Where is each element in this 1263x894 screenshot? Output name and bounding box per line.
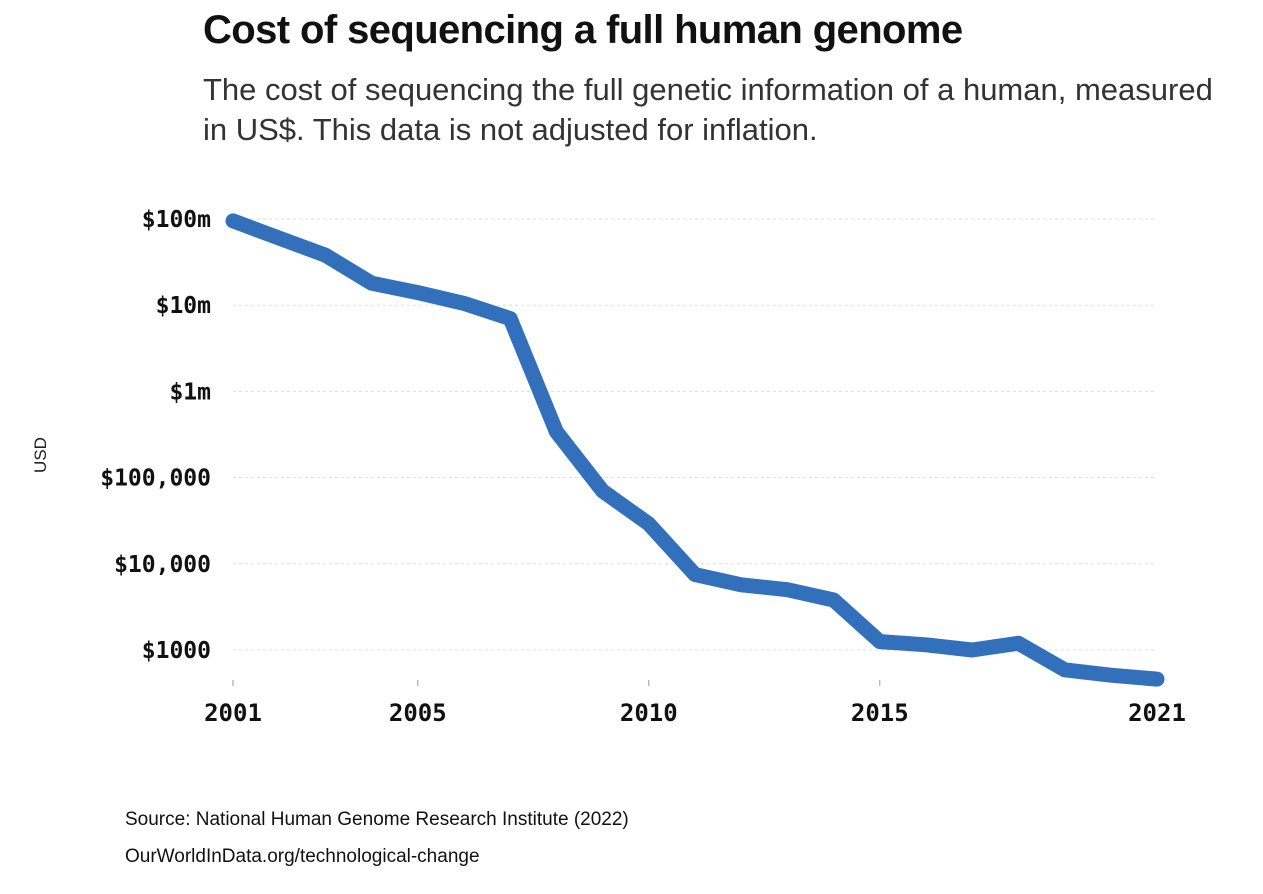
y-axis-ticks: $100m $10m $1m $100,000 $10,000 $1000: [100, 207, 211, 664]
x-tick-label: 2015: [851, 699, 909, 727]
series-line: [225, 213, 1165, 687]
y-tick-label: $100,000: [100, 466, 211, 492]
y-tick-label: $10,000: [114, 552, 211, 578]
source-url: OurWorldInData.org/technological-change: [125, 846, 480, 867]
chart-title: Cost of sequencing a full human genome: [203, 8, 963, 52]
y-axis-label: USD: [31, 437, 50, 473]
y-tick-label: $100m: [142, 207, 211, 233]
y-tick-label: $1000: [142, 638, 211, 664]
x-tick-label: 2001: [204, 699, 262, 727]
x-tick-label: 2005: [389, 699, 447, 727]
x-tick-label: 2021: [1128, 699, 1186, 727]
chart-subtitle: The cost of sequencing the full genetic …: [203, 72, 1213, 147]
series-layer: [225, 213, 1165, 687]
x-tick-label: 2010: [620, 699, 678, 727]
x-axis: 2001 2005 2010 2015 2021: [204, 680, 1186, 727]
y-tick-label: $1m: [169, 379, 211, 405]
source-note: Source: National Human Genome Research I…: [125, 809, 629, 830]
y-tick-label: $10m: [156, 293, 211, 319]
